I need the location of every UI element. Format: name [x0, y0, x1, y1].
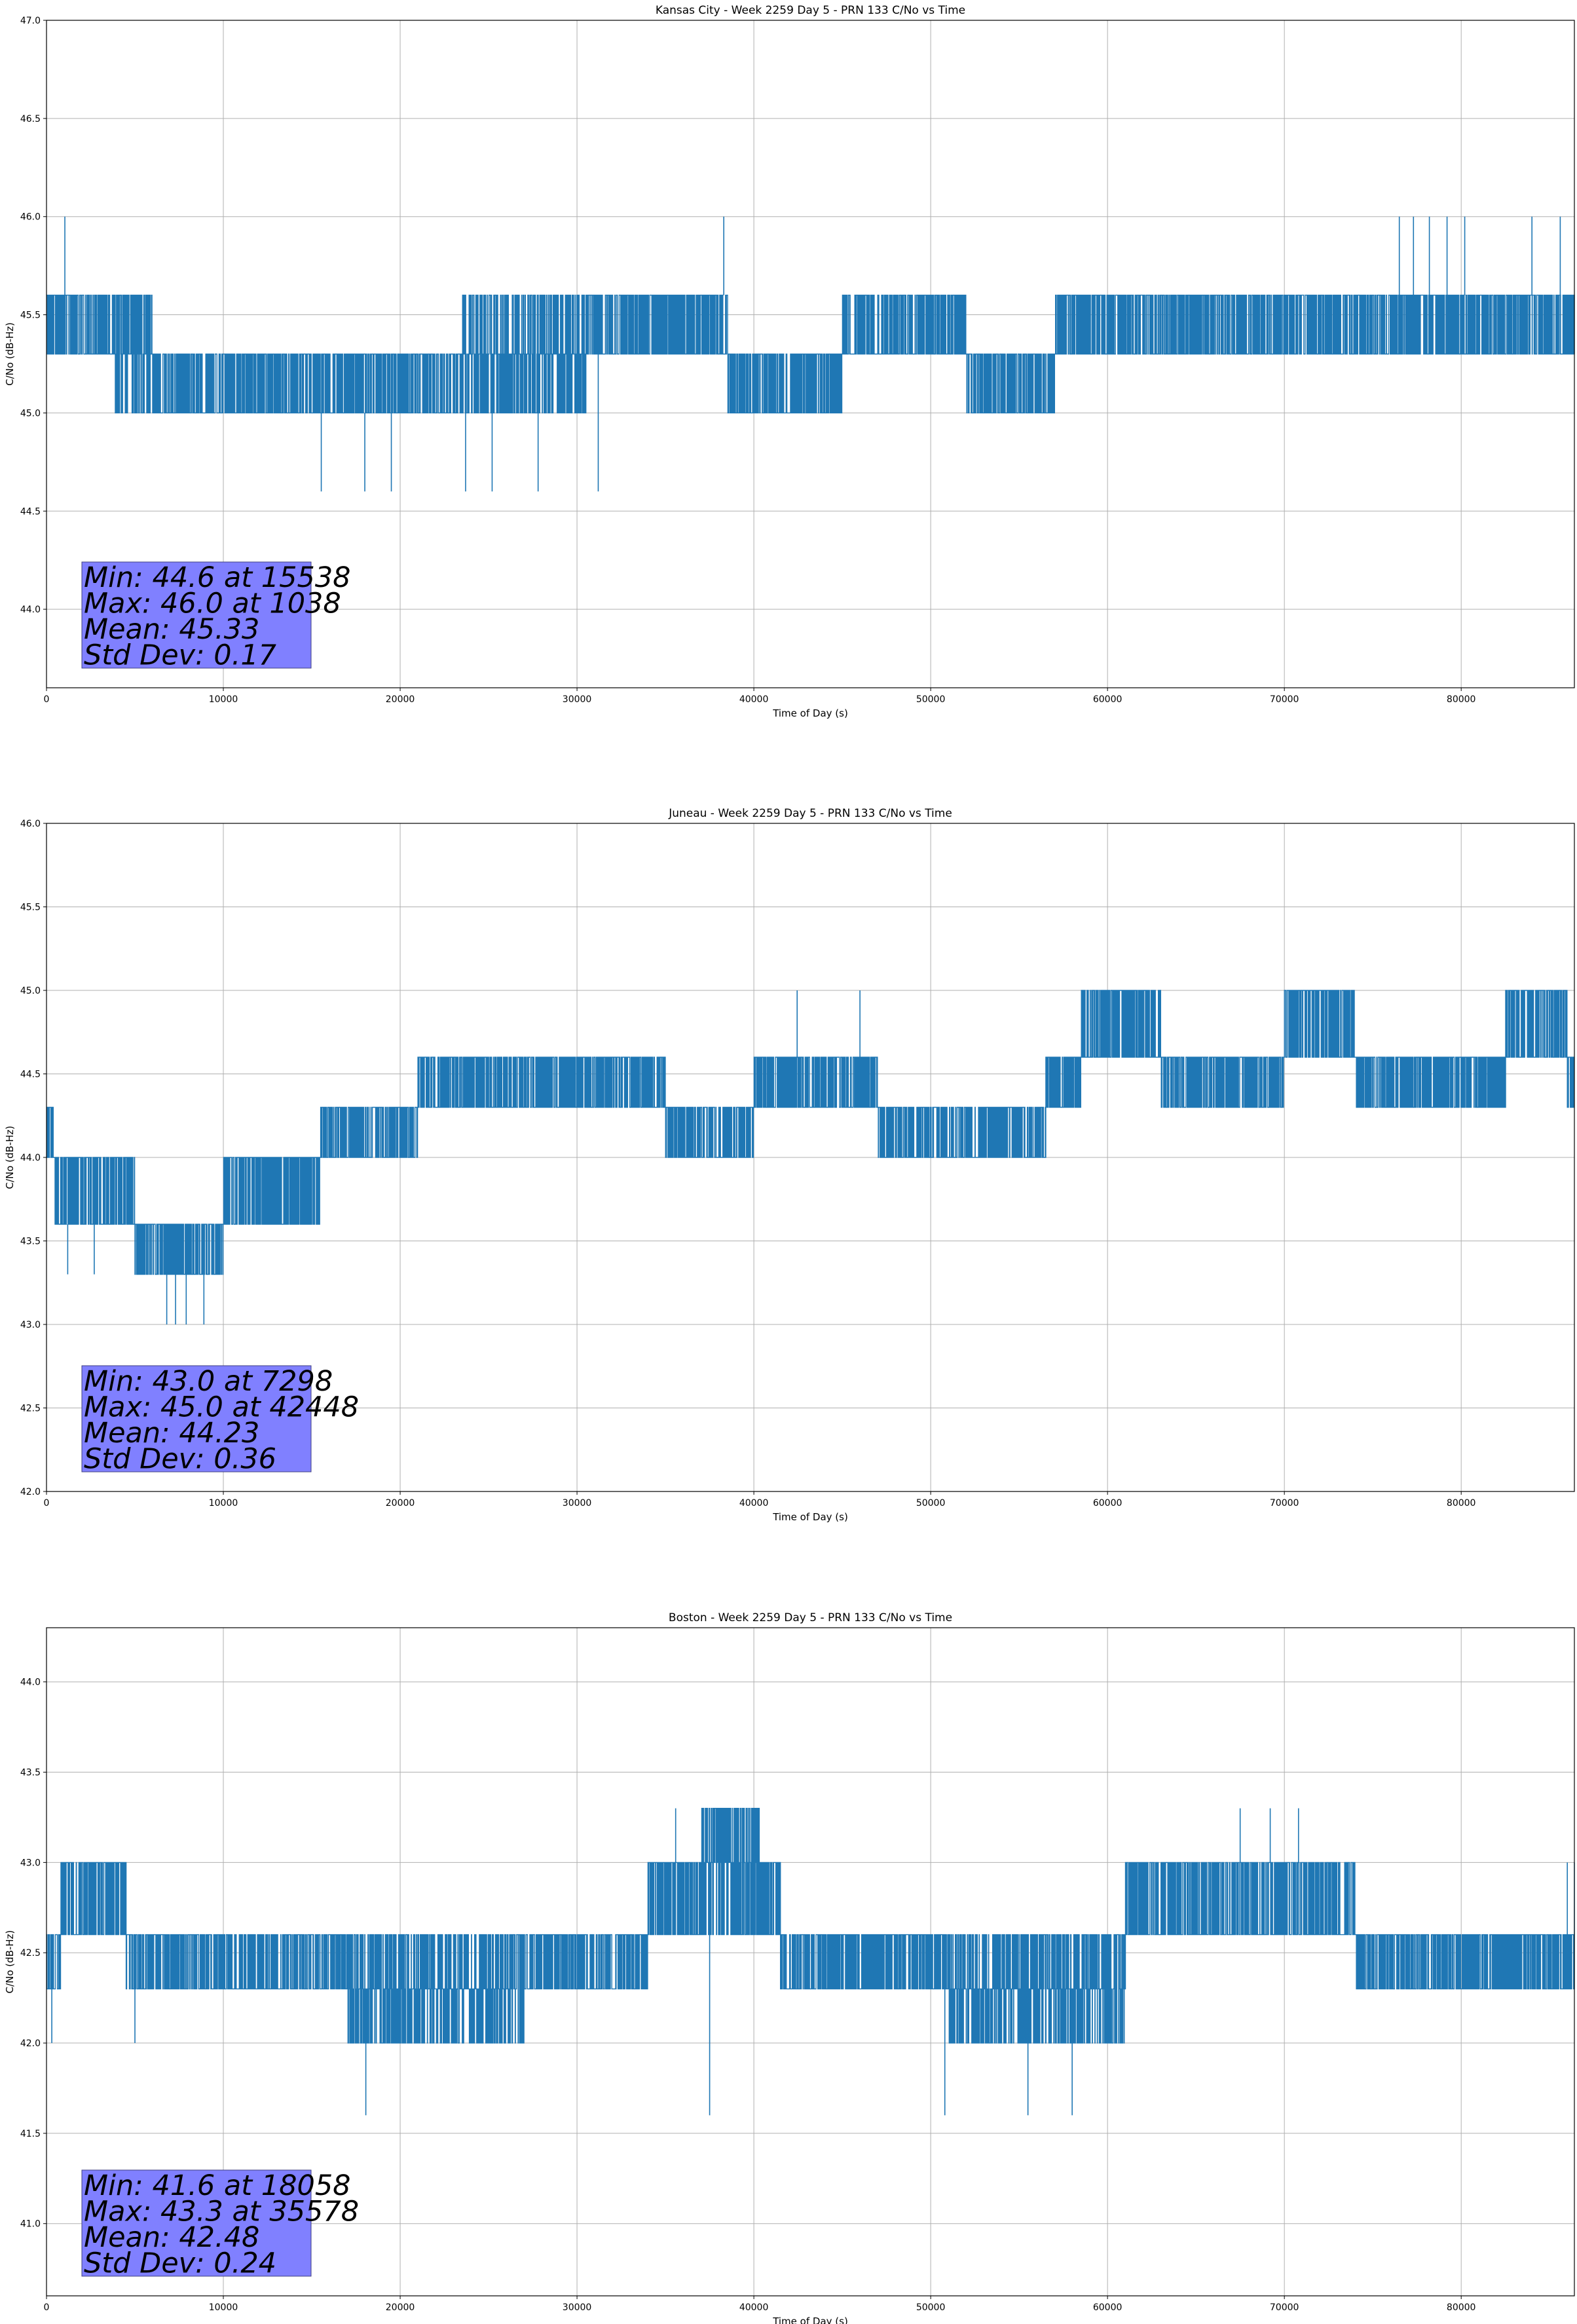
x-tick-label: 50000	[916, 694, 946, 705]
y-tick-label: 42.5	[20, 1948, 41, 1959]
x-axis-label: Time of Day (s)	[772, 2315, 848, 2324]
chart-title: Kansas City - Week 2259 Day 5 - PRN 133 …	[656, 4, 965, 17]
x-tick-label: 60000	[1093, 2302, 1122, 2313]
y-tick-label: 41.0	[20, 2219, 41, 2230]
y-tick-label: 43.0	[20, 1320, 41, 1330]
y-tick-label: 42.0	[20, 2038, 41, 2049]
juneau-chart: 0 10000 20000 30000 40000 50000 60000 70000 8000…	[4, 807, 1575, 1523]
axes-frame	[46, 1627, 1575, 2296]
stats-line: Mean: 44.23	[84, 1417, 259, 1450]
stats-box	[81, 1365, 312, 1472]
axes-frame	[46, 823, 1575, 1492]
stats-line: Min: 44.6 at 15538	[84, 561, 351, 594]
chart-title: Boston - Week 2259 Day 5 - PRN 133 C/No …	[669, 1611, 952, 1624]
stats-box	[81, 561, 312, 669]
x-tick-label: 70000	[1270, 1498, 1299, 1509]
y-tick-label: 46.5	[20, 114, 41, 124]
y-tick-label: 45.5	[20, 310, 41, 321]
x-tick-label: 10000	[209, 1498, 238, 1509]
x-axis-label: Time of Day (s)	[772, 1511, 848, 1523]
stats-line: Min: 43.0 at 7298	[84, 1365, 333, 1398]
y-tick-label: 45.5	[20, 903, 41, 913]
stats-line: Std Dev: 0.24	[84, 2247, 276, 2280]
y-tick-label: 44.0	[20, 1677, 41, 1688]
stats-line: Max: 46.0 at 1038	[84, 588, 341, 620]
y-tick-label: 42.5	[20, 1404, 41, 1414]
y-tick-label: 44.5	[20, 506, 41, 517]
x-tick-label: 20000	[386, 1498, 415, 1509]
x-tick-label: 40000	[739, 694, 769, 705]
x-tick-label: 40000	[739, 1498, 769, 1509]
x-tick-label: 50000	[916, 2302, 946, 2313]
y-axis-label: C/No (dB-Hz)	[4, 1126, 16, 1190]
x-tick-label: 70000	[1270, 694, 1299, 705]
y-tick-label: 43.0	[20, 1858, 41, 1868]
x-tick-label: 0	[44, 694, 50, 705]
x-tick-label: 10000	[209, 2302, 238, 2313]
x-tick-label: 0	[44, 2302, 50, 2313]
series-line	[46, 294, 1575, 414]
y-tick-label: 45.0	[20, 408, 41, 419]
x-tick-label: 30000	[563, 2302, 592, 2313]
x-tick-label: 20000	[386, 2302, 415, 2313]
y-tick-label: 42.0	[20, 1487, 41, 1497]
chart-title: Juneau - Week 2259 Day 5 - PRN 133 C/No …	[668, 807, 952, 820]
x-tick-label: 50000	[916, 1498, 946, 1509]
y-tick-label: 43.5	[20, 1768, 41, 1778]
x-tick-label: 60000	[1093, 694, 1122, 705]
stats-line: Max: 43.3 at 35578	[84, 2196, 359, 2228]
stats-line: Mean: 45.33	[84, 613, 259, 646]
y-axis-label: C/No (dB-Hz)	[4, 322, 16, 386]
y-tick-label: 44.5	[20, 1070, 41, 1080]
y-tick-label: 45.0	[20, 986, 41, 996]
x-tick-label: 10000	[209, 694, 238, 705]
x-tick-label: 20000	[386, 694, 415, 705]
x-tick-label: 80000	[1447, 694, 1476, 705]
y-tick-label: 44.0	[20, 605, 41, 615]
axes-frame	[46, 20, 1575, 688]
stats-line: Std Dev: 0.17	[84, 639, 276, 672]
x-axis-label: Time of Day (s)	[772, 707, 848, 719]
boston-chart: 0 10000 20000 30000 40000 50000 60000 70000 8000…	[4, 1611, 1575, 2324]
x-tick-label: 30000	[563, 694, 592, 705]
y-axis-label: C/No (dB-Hz)	[4, 1930, 16, 1994]
kansas-city-chart: 0 10000 20000 30000 40000 50000 60000 70000 8000…	[4, 4, 1575, 719]
y-tick-label: 43.5	[20, 1237, 41, 1247]
y-tick-label: 44.0	[20, 1153, 41, 1163]
stats-line: Std Dev: 0.36	[84, 1443, 276, 1476]
x-tick-label: 80000	[1447, 2302, 1476, 2313]
x-tick-label: 70000	[1270, 2302, 1299, 2313]
x-tick-label: 30000	[563, 1498, 592, 1509]
x-tick-label: 60000	[1093, 1498, 1122, 1509]
stats-line: Max: 45.0 at 42448	[84, 1391, 359, 1424]
stats-line: Mean: 42.48	[84, 2221, 259, 2254]
y-tick-label: 47.0	[20, 16, 41, 26]
y-tick-label: 41.5	[20, 2129, 41, 2139]
series-line	[46, 1808, 1575, 2044]
y-tick-label: 46.0	[20, 819, 41, 829]
x-tick-label: 40000	[739, 2302, 769, 2313]
y-tick-label: 46.0	[20, 212, 41, 223]
stats-box	[81, 2169, 312, 2277]
series-line	[46, 990, 1574, 1275]
x-tick-label: 80000	[1447, 1498, 1476, 1509]
stats-line: Min: 41.6 at 18058	[84, 2169, 351, 2202]
x-tick-label: 0	[44, 1498, 50, 1509]
